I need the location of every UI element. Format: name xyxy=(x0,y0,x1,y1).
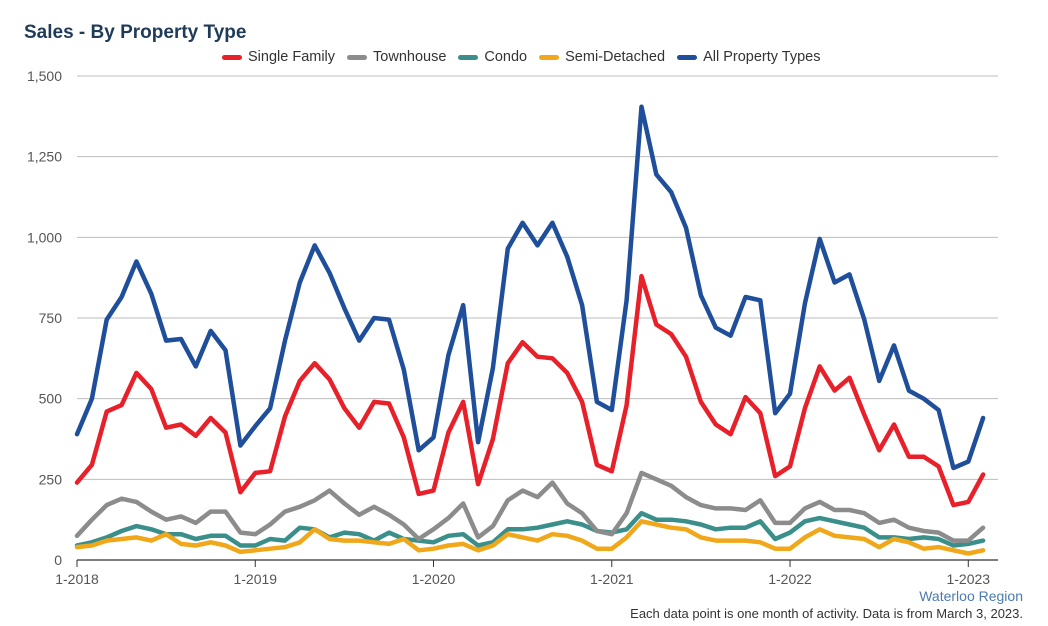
legend-label: Single Family xyxy=(248,49,336,65)
legend-item-all-property-types[interactable]: All Property Types xyxy=(677,49,820,65)
chart-legend: Single Family Townhouse Condo Semi-Detached… xyxy=(222,49,820,65)
legend-label: Townhouse xyxy=(373,49,447,65)
series-line-semi-detached[interactable] xyxy=(74,519,986,556)
legend-label: Semi-Detached xyxy=(565,49,666,65)
y-tick-label: 1,000 xyxy=(27,229,62,245)
legend-swatch xyxy=(539,54,560,60)
data-note: Each data point is one month of activity… xyxy=(630,606,1023,621)
legend-item-semi-detached[interactable]: Semi-Detached xyxy=(539,49,665,65)
legend-item-townhouse[interactable]: Townhouse xyxy=(347,49,446,65)
y-tick-label: 750 xyxy=(39,310,63,326)
y-tick-label: 250 xyxy=(39,471,63,487)
series-line-single-family[interactable] xyxy=(74,273,986,508)
x-tick-label: 1-2021 xyxy=(590,571,634,587)
legend-swatch xyxy=(222,54,242,60)
series-line-condo[interactable] xyxy=(74,510,986,548)
series-line-all-property-types[interactable] xyxy=(74,104,986,471)
legend-item-single-family[interactable]: Single Family xyxy=(222,49,335,65)
source-label: Waterloo Region xyxy=(919,588,1023,604)
x-tick-label: 1-2018 xyxy=(55,571,99,587)
x-tick-label: 1-2023 xyxy=(946,571,990,587)
legend-item-condo[interactable]: Condo xyxy=(458,49,527,65)
legend-swatch xyxy=(347,54,368,60)
legend-swatch xyxy=(458,54,479,60)
legend-swatch xyxy=(677,54,698,60)
series-line-townhouse[interactable] xyxy=(74,470,986,543)
x-tick-label: 1-2022 xyxy=(768,571,812,587)
x-tick-label: 1-2020 xyxy=(412,571,456,587)
y-tick-label: 1,250 xyxy=(27,149,62,165)
x-tick-label: 1-2019 xyxy=(233,571,277,587)
y-tick-label: 500 xyxy=(39,391,63,407)
legend-label: Condo xyxy=(484,49,528,65)
chart-title: Sales - By Property Type xyxy=(24,22,247,43)
legend-label: All Property Types xyxy=(703,49,821,65)
y-tick-label: 1,500 xyxy=(27,68,62,84)
y-tick-label: 0 xyxy=(54,552,62,568)
